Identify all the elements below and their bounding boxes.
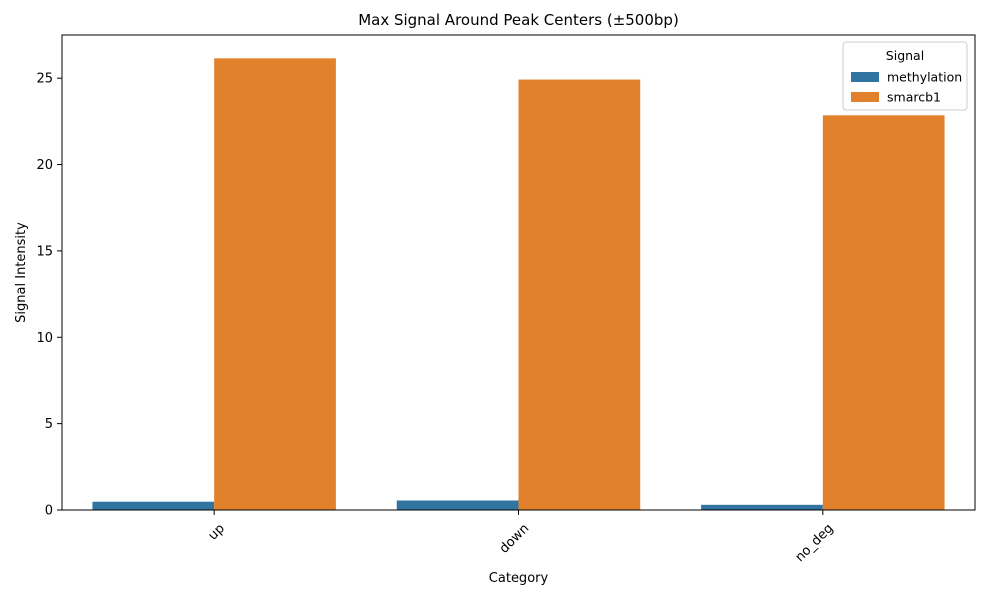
- y-tick-label: 5: [45, 417, 53, 432]
- x-tick-label: up: [206, 521, 228, 543]
- x-axis: up down no_deg: [206, 510, 837, 565]
- y-tick-label: 10: [36, 331, 53, 346]
- y-axis-label: Signal Intensity: [14, 222, 29, 323]
- y-tick-label: 0: [45, 504, 53, 519]
- x-tick-label: no_deg: [793, 521, 837, 565]
- legend-swatch-methylation: [851, 72, 879, 82]
- legend-title: Signal: [886, 48, 924, 63]
- bar-smarcb1-down: [518, 79, 641, 511]
- x-tick-label: down: [497, 521, 532, 556]
- y-axis: 0 5 10 15 20 25: [36, 72, 62, 519]
- bar-smarcb1-up: [214, 58, 336, 511]
- bar-methylation-down: [396, 500, 519, 510]
- y-tick-label: 15: [36, 244, 53, 259]
- plot-area: [61, 34, 976, 511]
- x-axis-label: Category: [489, 571, 549, 586]
- bar-methylation-no_deg: [701, 504, 823, 510]
- legend-label-methylation: methylation: [887, 70, 962, 85]
- y-tick-label: 25: [36, 72, 53, 87]
- legend: Signal methylation smarcb1: [842, 41, 968, 111]
- bar-methylation-up: [92, 501, 215, 510]
- legend-label-smarcb1: smarcb1: [887, 90, 941, 105]
- chart-title: Max Signal Around Peak Centers (±500bp): [358, 11, 679, 29]
- y-tick-label: 20: [36, 158, 53, 173]
- bar-smarcb1-no_deg: [822, 115, 945, 511]
- legend-swatch-smarcb1: [851, 92, 879, 102]
